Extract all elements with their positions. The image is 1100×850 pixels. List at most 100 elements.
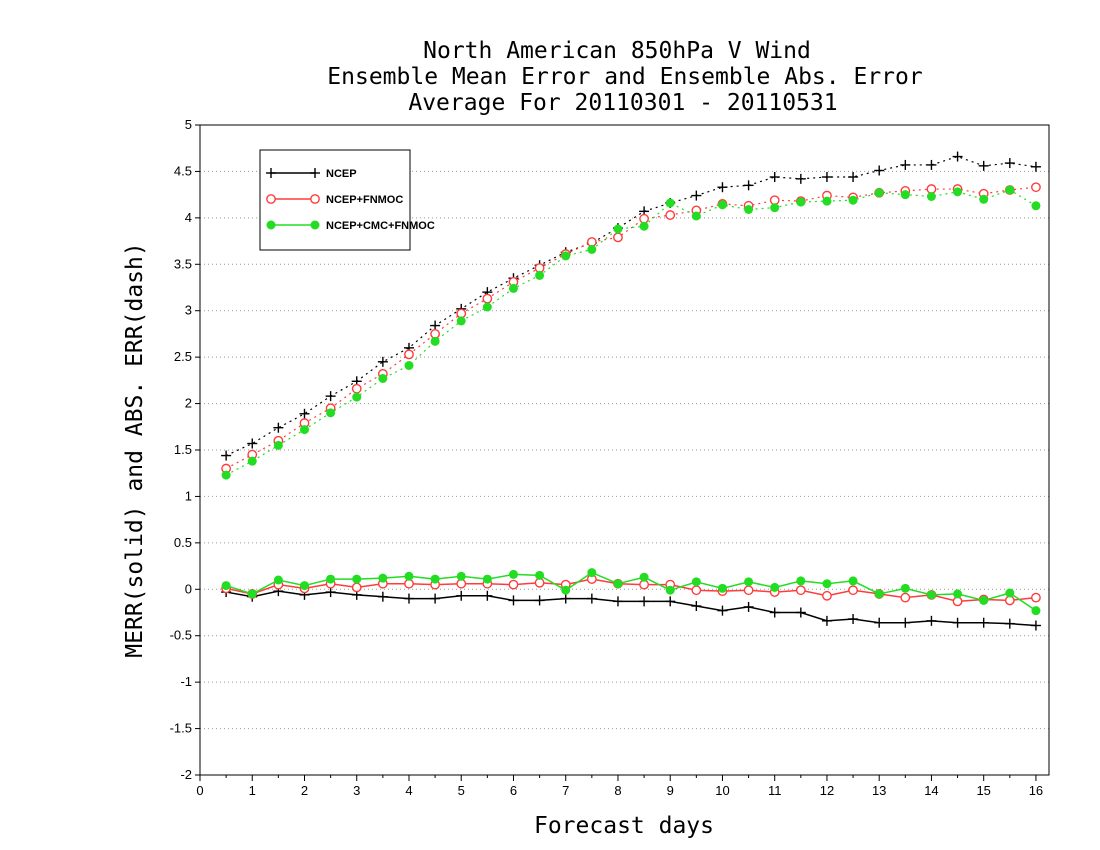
mean-err-point	[273, 575, 283, 585]
mean-err-point	[586, 593, 597, 604]
mean-err-point	[456, 571, 466, 581]
x-tick-label: 5	[458, 783, 465, 798]
mean-err-point	[430, 593, 441, 604]
abs-err-point	[404, 349, 414, 360]
mean-err-point	[639, 572, 649, 582]
mean-err-point	[717, 605, 728, 616]
mean-err-point	[561, 585, 571, 595]
mean-err-point	[377, 591, 388, 602]
mean-err-point	[900, 592, 911, 603]
legend-label: NCEP+CMC+FNMOC	[326, 220, 435, 232]
mean-err-point	[769, 607, 780, 618]
y-tick-label: 5	[185, 117, 192, 132]
mean-err-point	[587, 568, 597, 578]
mean-err-point	[1030, 620, 1041, 631]
abs-err-point	[273, 440, 283, 450]
mean-err-point	[926, 615, 937, 626]
series-ncep-cmc-fnmoc	[221, 185, 1041, 616]
mean-err-point	[979, 595, 989, 605]
abs-err-line-ncep-cmc-fnmoc	[225, 189, 1037, 476]
abs-err-point	[508, 283, 518, 293]
abs-err-point	[221, 470, 231, 480]
y-tick-label: 0.5	[174, 535, 192, 550]
mean-err-point	[665, 585, 675, 595]
mean-err-point	[822, 579, 832, 589]
x-tick-label: 14	[924, 783, 938, 798]
mean-err-point	[378, 573, 388, 583]
abs-err-point	[221, 450, 232, 461]
abs-err-point	[247, 438, 258, 449]
y-tick-label: 3.5	[174, 256, 192, 271]
abs-err-point	[351, 383, 362, 394]
mean-err-point	[1031, 592, 1041, 603]
mean-err-point	[1031, 606, 1041, 616]
abs-err-point	[900, 190, 910, 200]
abs-err-point	[952, 151, 963, 162]
x-tick-label: 9	[667, 783, 674, 798]
mean-err-point	[848, 576, 858, 586]
mean-err-point	[221, 581, 231, 591]
abs-err-point	[691, 190, 702, 201]
mean-err-point	[508, 569, 518, 579]
abs-err-point	[1031, 182, 1041, 193]
mean-err-point	[770, 582, 780, 592]
mean-err-point	[325, 587, 336, 598]
x-tick-label: 10	[715, 783, 729, 798]
mean-err-point	[560, 593, 571, 604]
mean-err-point	[1004, 618, 1015, 629]
abs-err-point	[299, 425, 309, 435]
mean-err-point	[299, 581, 309, 591]
mean-err-point	[403, 593, 414, 604]
mean-err-point	[482, 590, 493, 601]
title-line-1: North American 850hPa V Wind	[423, 38, 811, 64]
mean-err-point	[795, 585, 806, 596]
mean-err-point	[795, 607, 806, 618]
mean-err-point	[1005, 588, 1015, 598]
y-tick-label: -1	[180, 674, 192, 689]
mean-err-point	[874, 617, 885, 628]
abs-err-point	[874, 165, 885, 176]
mean-err-line-ncep-cmc-fnmoc	[225, 571, 1037, 612]
abs-err-point	[613, 224, 623, 234]
abs-err-point	[561, 251, 571, 261]
x-tick-label: 1	[249, 783, 256, 798]
mean-err-point	[613, 579, 623, 589]
abs-err-point	[352, 392, 362, 402]
mean-err-point	[639, 596, 650, 607]
abs-err-point	[665, 198, 675, 208]
legend-box	[259, 149, 411, 251]
x-tick-label: 3	[353, 783, 360, 798]
tick-labels: -2-1.5-1-0.500.511.522.533.544.550 1 2 3 4 5 6…	[170, 117, 1044, 798]
mean-err-point	[534, 595, 545, 606]
abs-err-point	[613, 232, 623, 243]
abs-err-point	[900, 159, 911, 170]
abs-err-point	[979, 194, 989, 204]
abs-err-point	[743, 180, 754, 191]
abs-err-point	[247, 456, 257, 466]
abs-err-point	[796, 197, 806, 207]
abs-err-point	[665, 210, 676, 220]
legend-marker	[266, 194, 276, 204]
y-tick-label: 2.5	[174, 349, 192, 364]
axes	[195, 124, 1050, 781]
mean-err-point	[874, 589, 884, 599]
x-tick-label: 7	[562, 783, 569, 798]
x-tick-label: 15	[976, 783, 990, 798]
y-tick-label: 3	[185, 303, 192, 318]
x-tick-label: 16	[1029, 783, 1043, 798]
abs-err-point	[926, 192, 936, 201]
abs-err-point	[325, 391, 336, 402]
abs-err-point	[378, 374, 388, 383]
abs-err-point	[404, 361, 414, 370]
mean-err-point	[326, 574, 336, 584]
gridlines	[200, 170, 1049, 730]
y-tick-label: 1	[185, 488, 192, 503]
abs-err-point	[1030, 161, 1041, 172]
mean-err-point	[821, 615, 832, 626]
mean-err-point	[456, 590, 467, 601]
abs-err-point	[1031, 201, 1041, 211]
mean-err-point	[717, 583, 727, 593]
legend-marker	[266, 220, 276, 230]
mean-err-point	[351, 582, 362, 593]
mean-err-point	[352, 574, 362, 584]
